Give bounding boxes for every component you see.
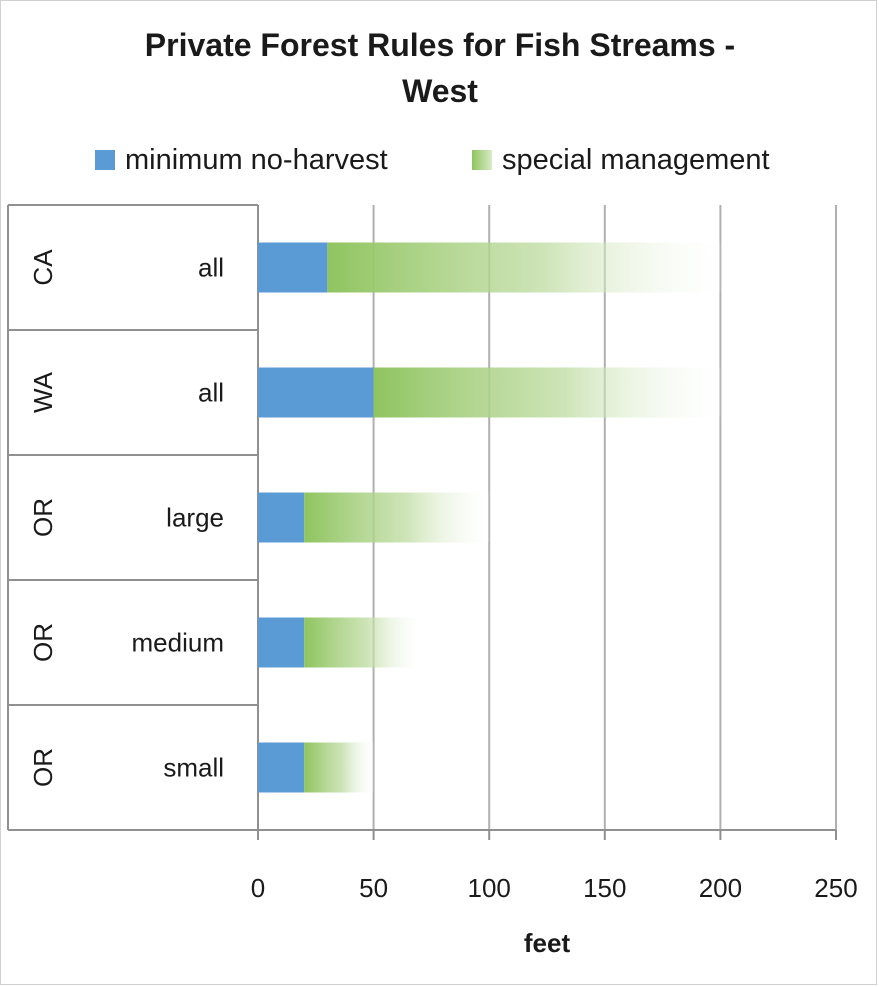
bar-special-management (373, 367, 721, 418)
x-tick-label: 150 (583, 873, 626, 903)
x-tick-label: 200 (699, 873, 742, 903)
x-axis-title: feet (524, 928, 571, 958)
bar-special-management (304, 742, 374, 793)
bar-minimum-no-harvest (258, 742, 305, 793)
bar-special-management (304, 492, 490, 543)
bar-minimum-no-harvest (258, 492, 305, 543)
category-group-label: WA (28, 371, 58, 413)
category-label: medium (132, 628, 224, 658)
chart-legend: minimum no-harvest special management (0, 140, 879, 180)
legend-label-special-management: special management (502, 143, 770, 176)
chart-title: Private Forest Rules for Fish Streams - … (60, 22, 820, 114)
x-tick-label: 0 (251, 873, 265, 903)
chart-title-line1: Private Forest Rules for Fish Streams - (144, 27, 736, 63)
bar-minimum-no-harvest (258, 242, 328, 293)
category-group-label: CA (28, 249, 58, 286)
x-tick-label: 100 (468, 873, 511, 903)
x-tick-label: 50 (359, 873, 388, 903)
category-group-label: OR (28, 748, 58, 787)
category-label: small (163, 753, 224, 783)
category-group-label: OR (28, 623, 58, 662)
legend-swatch-special-management (472, 150, 492, 170)
bar-special-management (304, 617, 420, 668)
category-label: all (198, 378, 224, 408)
legend-swatch-minimum-no-harvest (95, 150, 115, 170)
legend-label-minimum-no-harvest: minimum no-harvest (125, 143, 388, 176)
category-group-label: OR (28, 498, 58, 537)
bar-special-management (327, 242, 721, 293)
legend-item-special-management: special management (472, 140, 770, 180)
legend-item-minimum-no-harvest: minimum no-harvest (95, 140, 388, 180)
category-label: all (198, 253, 224, 283)
category-label: large (166, 503, 224, 533)
bar-minimum-no-harvest (258, 367, 374, 418)
chart-title-line2: West (402, 73, 478, 109)
bar-minimum-no-harvest (258, 617, 305, 668)
x-tick-label: 250 (814, 873, 857, 903)
